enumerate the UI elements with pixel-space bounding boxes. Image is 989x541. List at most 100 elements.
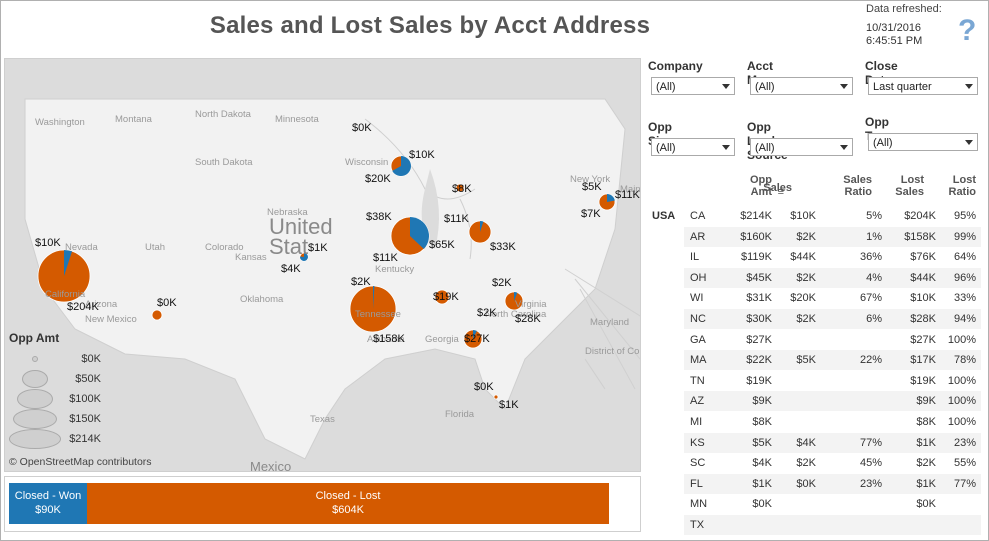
pie-won-slice-ar[interactable]	[373, 286, 375, 309]
legend-value: $50K	[75, 373, 101, 385]
table-header[interactable]: Lost Sales	[895, 174, 924, 198]
table-header[interactable]: Sales	[763, 182, 792, 194]
row-cell: $10K	[790, 210, 816, 222]
row-cell: 78%	[953, 354, 976, 367]
row-state: FL	[690, 477, 703, 490]
legend-title: Opp Amt	[9, 331, 60, 345]
closed-lost-segment[interactable]: Closed - Lost $604K	[87, 483, 609, 524]
row-cell: 55%	[953, 457, 976, 470]
map-place-label: Georgia	[425, 334, 459, 345]
pie-won-label: $2K	[477, 307, 497, 319]
table-row[interactable]: TN $19K $19K 100%	[684, 371, 981, 391]
table-row[interactable]: SC $4K $2K 45% $2K 55%	[684, 453, 981, 473]
opp-size-select-value: (All)	[656, 142, 676, 154]
opp-size-select[interactable]: (All)	[651, 138, 735, 156]
map-background	[5, 59, 640, 471]
pie-won-label: $10K	[35, 237, 61, 249]
row-cell: 99%	[953, 230, 976, 243]
row-state: AZ	[690, 395, 705, 408]
pie-lost-label: $204K	[67, 301, 99, 313]
table-row[interactable]: MA $22K $5K 22% $17K 78%	[684, 350, 981, 371]
table-row[interactable]: GA $27K $27K 100%	[684, 330, 981, 350]
row-cell: $76K	[910, 251, 936, 264]
row-cell: $9K	[752, 395, 772, 408]
chevron-down-icon	[840, 145, 848, 150]
pie-won-label: $38K	[366, 211, 392, 223]
filter-label-company: Company	[648, 59, 703, 73]
pie-won-slice-wi[interactable]	[392, 156, 412, 176]
table-row[interactable]: IL $119K $44K 36% $76K 64%	[684, 247, 981, 267]
closed-won-value: $90K	[35, 504, 61, 516]
row-state: KS	[690, 436, 705, 449]
pie-mark-az[interactable]	[151, 309, 163, 321]
table-row[interactable]: AZ $9K $9K 100%	[684, 391, 981, 412]
row-cell: 33%	[953, 292, 976, 305]
table-header[interactable]: Sales Ratio	[843, 174, 872, 198]
pie-won-slice-nc[interactable]	[514, 292, 518, 301]
table-row[interactable]: KS $5K $4K 77% $1K 23%	[684, 432, 981, 453]
pie-mark-tn[interactable]	[434, 289, 450, 305]
table-row[interactable]: TX	[684, 515, 981, 535]
table-row[interactable]: CA $214K $10K 5% $204K 95%	[684, 206, 981, 226]
opp-lead-source-select[interactable]: (All)	[750, 138, 853, 156]
table-row[interactable]: FL $1K $0K 23% $1K 77%	[684, 473, 981, 494]
pie-won-slice-ga[interactable]	[473, 330, 477, 339]
pie-mark-fl[interactable]	[493, 394, 499, 400]
acct-manager-select-value: (All)	[755, 81, 775, 93]
table-header[interactable]: Lost Ratio	[948, 174, 977, 198]
sort-descending-icon[interactable]: ≡	[777, 186, 784, 198]
map-place-label: United Stat	[269, 214, 333, 259]
opp-type-select[interactable]: (All)	[868, 133, 978, 151]
row-cell: $1K	[916, 436, 936, 449]
row-cell: 100%	[947, 374, 976, 387]
row-cell: 36%	[859, 251, 882, 264]
sales-map[interactable]: Opp Amt $0K $50K $100K $150K $214K © Ope…	[4, 58, 641, 472]
table-row[interactable]: MN $0K $0K	[684, 494, 981, 514]
table-header[interactable]: Opp Amt ≡	[750, 174, 784, 198]
row-cell: 100%	[947, 333, 976, 346]
company-select[interactable]: (All)	[651, 77, 735, 95]
map-place-label: Minnesota	[275, 114, 319, 125]
acct-manager-select[interactable]: (All)	[750, 77, 853, 95]
row-cell: $0K	[796, 477, 816, 490]
pie-won-slice-ca[interactable]	[64, 250, 73, 276]
table-row[interactable]: WI $31K $20K 67% $10K 33%	[684, 288, 981, 308]
pie-won-label: $19K	[433, 291, 459, 303]
table-row[interactable]: OH $45K $2K 4% $44K 96%	[684, 267, 981, 288]
dashboard-title: Sales and Lost Sales by Acct Address	[209, 12, 651, 39]
pie-won-slice-ks[interactable]	[300, 253, 308, 261]
close-date-select[interactable]: Last quarter	[868, 77, 978, 95]
help-question-icon[interactable]: ?	[958, 14, 977, 47]
pie-won-slice-il[interactable]	[410, 217, 429, 250]
pie-lost-label: $28K	[515, 313, 541, 325]
country-label: USA	[652, 210, 676, 222]
table-row[interactable]: AR $160K $2K 1% $158K 99%	[684, 226, 981, 247]
map-place-label: Virginia	[515, 299, 547, 310]
pie-won-slice-oh[interactable]	[480, 221, 484, 232]
closed-lost-label: Closed - Lost	[315, 490, 381, 502]
row-cell: 6%	[866, 313, 882, 325]
row-cell: 100%	[947, 416, 976, 428]
won-lost-bar: Closed - Won $90K Closed - Lost $604K	[4, 476, 641, 532]
row-state: MA	[690, 354, 707, 367]
pie-mark-mi[interactable]	[455, 183, 465, 193]
map-place-label: New Mexico	[85, 314, 137, 325]
company-select-value: (All)	[656, 81, 676, 93]
map-place-label: Florida	[445, 409, 475, 420]
row-cell: 100%	[947, 395, 976, 408]
table-row[interactable]: MI $8K $8K 100%	[684, 412, 981, 432]
row-cell: $4K	[796, 436, 816, 449]
refresh-time: 6:45:51 PM	[866, 35, 923, 47]
row-cell: $204K	[904, 210, 936, 222]
row-cell: $28K	[910, 313, 936, 325]
pie-won-slice-ma[interactable]	[607, 194, 615, 202]
row-cell: $160K	[740, 230, 772, 243]
map-place-label: Alabama	[367, 334, 405, 345]
table-row[interactable]: NC $30K $2K 6% $28K 94%	[684, 309, 981, 329]
row-cell: $214K	[740, 210, 772, 222]
pie-won-label: $2K	[351, 276, 371, 288]
pie-lost-label: $27K	[464, 333, 490, 345]
chevron-down-icon	[722, 84, 730, 89]
map-place-label: Nebraska	[267, 207, 308, 218]
closed-won-segment[interactable]: Closed - Won $90K	[9, 483, 87, 524]
